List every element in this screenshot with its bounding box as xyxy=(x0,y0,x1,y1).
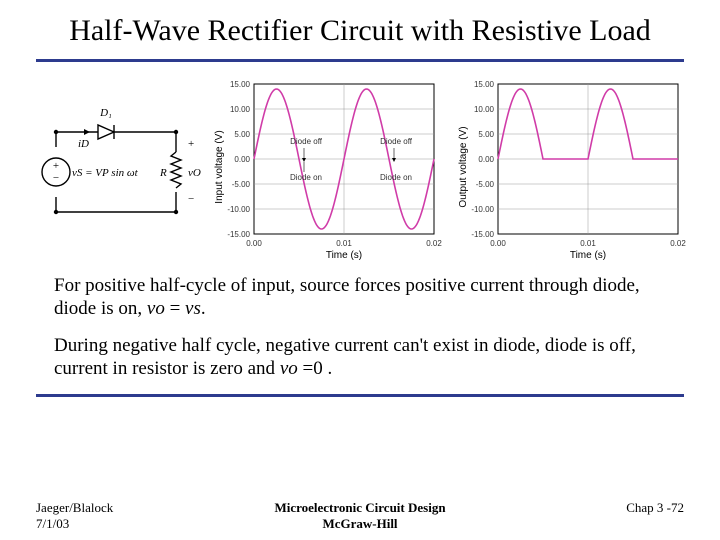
figure-row: + − D₁ iD vS = VP sin ωt R + vO − xyxy=(0,62,720,268)
svg-text:0.00: 0.00 xyxy=(246,239,262,248)
circuit-diagram: + − D₁ iD vS = VP sin ωt R + vO − xyxy=(26,92,206,242)
page-title: Half-Wave Rectifier Circuit with Resisti… xyxy=(0,0,720,55)
diode-notes: Diode off Diode off Diode on Diode on xyxy=(290,137,413,182)
svg-text:0.00: 0.00 xyxy=(478,155,494,164)
footer: Jaeger/Blalock 7/1/03 Microelectronic Ci… xyxy=(0,500,720,532)
x-axis: 0.00 0.01 0.02 xyxy=(246,239,442,248)
svg-text:Diode off: Diode off xyxy=(380,137,413,146)
rule-bottom xyxy=(36,394,684,397)
output-chart: 15.00 10.00 5.00 0.00 -5.00 -10.00 -15.0… xyxy=(456,72,694,262)
current-label: iD xyxy=(78,138,89,150)
diode-label: D₁ xyxy=(99,107,112,119)
svg-text:-5.00: -5.00 xyxy=(476,180,495,189)
svg-text:-5.00: -5.00 xyxy=(232,180,251,189)
diode-icon xyxy=(98,125,114,139)
src-minus: − xyxy=(53,172,59,184)
svg-text:5.00: 5.00 xyxy=(478,130,494,139)
para-1: For positive half-cycle of input, source… xyxy=(54,274,666,320)
load-label: R xyxy=(159,167,167,179)
svg-text:5.00: 5.00 xyxy=(234,130,250,139)
svg-text:0.01: 0.01 xyxy=(336,239,352,248)
footer-center: Microelectronic Circuit Design McGraw-Hi… xyxy=(274,500,445,532)
input-chart: 15.00 10.00 5.00 0.00 -5.00 -10.00 -15.0… xyxy=(212,72,450,262)
svg-text:10.00: 10.00 xyxy=(474,105,495,114)
svg-text:0.00: 0.00 xyxy=(490,239,506,248)
svg-text:0.01: 0.01 xyxy=(580,239,596,248)
para-2: During negative half cycle, negative cur… xyxy=(54,334,666,380)
x-label: Time (s) xyxy=(570,250,606,261)
svg-text:0.02: 0.02 xyxy=(670,239,686,248)
resistor-icon xyxy=(171,152,181,188)
svg-text:Diode on: Diode on xyxy=(290,173,322,182)
y-label: Output voltage (V) xyxy=(458,126,469,207)
src-plus: + xyxy=(53,160,59,172)
svg-text:-15.00: -15.00 xyxy=(227,230,250,239)
body-text: For positive half-cycle of input, source… xyxy=(0,268,720,381)
svg-text:15.00: 15.00 xyxy=(474,80,495,89)
footer-right: Chap 3 -72 xyxy=(524,500,684,532)
footer-left: Jaeger/Blalock 7/1/03 xyxy=(36,500,196,532)
svg-text:15.00: 15.00 xyxy=(230,80,251,89)
y-label: Input voltage (V) xyxy=(214,130,225,203)
svg-text:Diode on: Diode on xyxy=(380,173,412,182)
out-minus: − xyxy=(188,193,194,205)
y-axis: 15.00 10.00 5.00 0.00 -5.00 -10.00 -15.0… xyxy=(227,80,250,239)
svg-text:10.00: 10.00 xyxy=(230,105,251,114)
svg-text:0.02: 0.02 xyxy=(426,239,442,248)
x-axis: 0.00 0.01 0.02 xyxy=(490,239,686,248)
svg-text:0.00: 0.00 xyxy=(234,155,250,164)
svg-text:-15.00: -15.00 xyxy=(471,230,494,239)
svg-text:-10.00: -10.00 xyxy=(471,205,494,214)
y-axis: 15.00 10.00 5.00 0.00 -5.00 -10.00 -15.0… xyxy=(471,80,494,239)
out-plus: + xyxy=(188,138,194,150)
x-label: Time (s) xyxy=(326,250,362,261)
svg-text:Diode off: Diode off xyxy=(290,137,323,146)
svg-text:-10.00: -10.00 xyxy=(227,205,250,214)
out-label: vO xyxy=(188,167,201,179)
source-label: vS = VP sin ωt xyxy=(72,167,139,179)
